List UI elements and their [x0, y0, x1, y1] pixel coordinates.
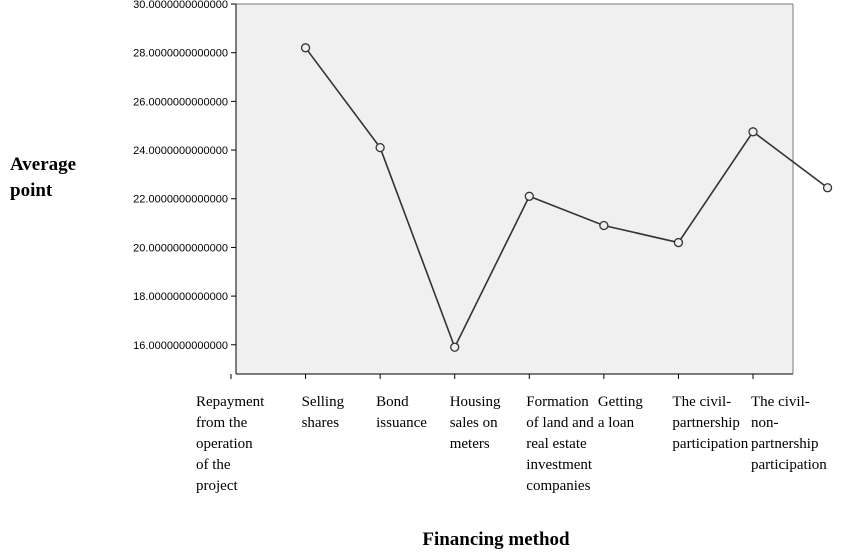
data-point [524, 191, 534, 201]
data-point [673, 237, 684, 248]
x-tick-label: Getting a loan [598, 394, 643, 431]
plot-area [236, 4, 793, 374]
y-tick-label: 28.0000000000000 [133, 48, 228, 60]
y-axis-ticks: 16.0000000000000 18.0000000000000 20.00000… [133, 0, 236, 352]
data-point [748, 127, 758, 137]
y-tick-label: 20.0000000000000 [133, 242, 228, 254]
x-tick-label: Bond issuance [376, 394, 427, 431]
y-tick-label: 24.0000000000000 [133, 145, 228, 157]
y-tick-label: 18.0000000000000 [133, 291, 228, 303]
y-tick-label: 26.0000000000000 [133, 96, 228, 108]
data-point [599, 220, 609, 231]
data-point [822, 183, 833, 193]
data-point [300, 43, 311, 53]
x-tick-label: Selling shares [302, 394, 345, 431]
data-point [450, 342, 460, 352]
y-axis-label: Average point [10, 154, 76, 201]
y-tick-label: 30.0000000000000 [133, 0, 228, 11]
x-tick-label: Formation of land and real estate investmen… [526, 394, 594, 494]
x-tick-label: Repayment from the operation of the project [196, 394, 265, 494]
x-tick-label: The civil-non-partnership participation [751, 394, 827, 473]
series-line [304, 47, 829, 350]
data-point [375, 142, 385, 153]
y-tick-label: 16.0000000000000 [133, 340, 228, 352]
data-points [300, 43, 833, 352]
x-axis-ticks: Repayment from the operation of the project S… [196, 374, 827, 494]
y-tick-label: 22.0000000000000 [133, 194, 228, 206]
x-tick-label: The civil-partnership participation [672, 394, 748, 452]
x-tick-label: Housing sales on meters [450, 394, 501, 452]
x-axis-label: Financing method [422, 529, 570, 549]
